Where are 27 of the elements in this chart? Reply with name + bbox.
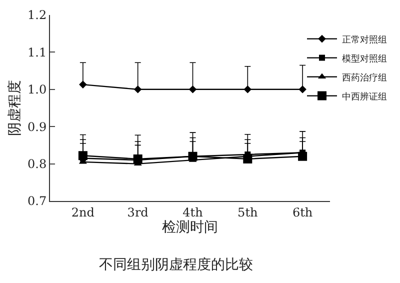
y-tick-label: 0.8: [28, 157, 47, 171]
text: 不同组别阴虚程度的比较: [99, 257, 253, 273]
point: [134, 86, 142, 94]
legend-label: 西药治疗组: [342, 72, 387, 84]
legend-label: 中西辨证组: [342, 91, 387, 102]
point: [78, 151, 88, 160]
y-tick-label: 1.1: [28, 45, 47, 60]
point: [133, 154, 142, 164]
y-tick-label: 0.9: [28, 120, 47, 134]
y-tick-label: 0.7: [28, 194, 47, 208]
x-tick-label: 6th: [292, 205, 313, 220]
legend-label: 模型对照组: [342, 53, 387, 64]
y-tick-label: 1.0: [28, 82, 47, 97]
legend-label: 正常对照组: [342, 34, 387, 46]
x-tick-label: 5th: [238, 205, 258, 220]
y-axis-title: 阴虚程度: [7, 80, 24, 136]
y-tick-label: 1.2: [28, 8, 47, 22]
x-tick-label: 4th: [182, 205, 204, 220]
x-tick-label: 2nd: [71, 205, 95, 220]
point: [298, 86, 306, 94]
point: [188, 86, 197, 94]
x-tick-label: 3rd: [127, 205, 149, 220]
x-axis-title: 检测时间: [162, 219, 218, 236]
point: [244, 86, 252, 94]
point: [243, 154, 252, 164]
point: [79, 80, 87, 88]
point: [298, 152, 308, 161]
